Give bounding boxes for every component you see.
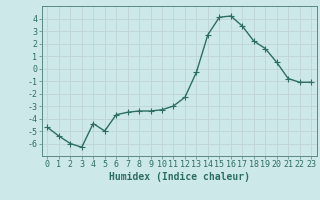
- X-axis label: Humidex (Indice chaleur): Humidex (Indice chaleur): [109, 172, 250, 182]
